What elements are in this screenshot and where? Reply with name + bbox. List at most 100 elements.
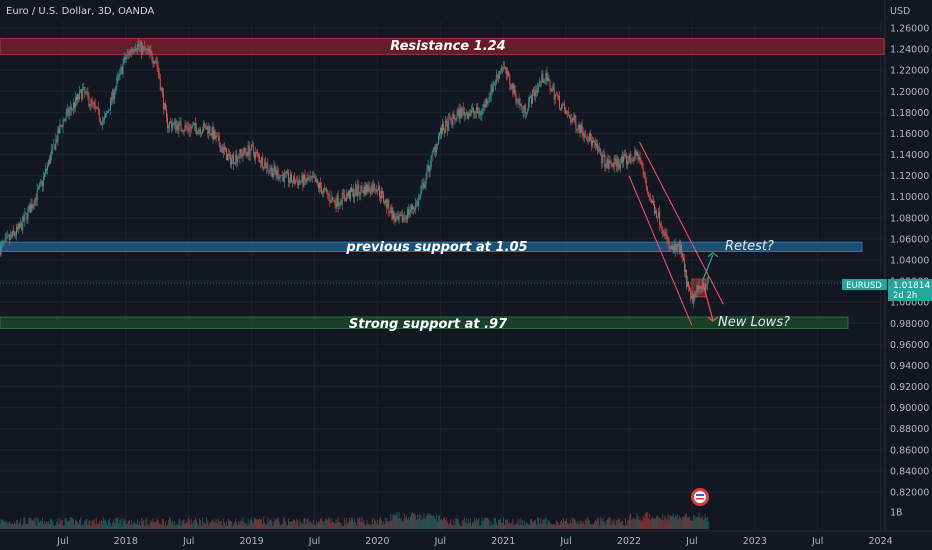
volume-bar [119,520,121,529]
zone-resistance[interactable] [0,38,885,55]
candle [496,75,498,77]
volume-bar [485,517,487,529]
zone-previous-support[interactable] [0,241,863,252]
volume-bar [126,523,128,529]
candle [454,118,456,120]
zone-strong-support[interactable] [0,316,849,329]
candle [110,97,112,111]
new-lows-arrow[interactable] [701,280,714,321]
volume-bar [16,520,17,529]
candle [327,191,329,196]
flag-icon[interactable] [691,488,709,506]
volume-bar [706,516,708,529]
candle [511,83,513,90]
candle [435,143,437,152]
volume-bar [129,524,131,529]
volume-bar [278,521,280,529]
volume-bar [693,515,695,529]
volume-bar [661,519,663,529]
volume-bar [191,523,193,529]
candle [642,168,644,173]
candle [117,76,119,79]
candle [343,194,345,200]
candle [381,190,382,199]
candle [374,190,376,191]
volume-bar [284,521,286,529]
candle [514,85,516,94]
volume-bar [633,517,635,529]
volume-bar [586,517,588,529]
volume-bar [35,525,37,529]
candle [368,185,370,192]
candle [394,217,396,222]
candle [66,108,68,113]
range-box[interactable] [691,278,707,298]
volume-bar [407,517,409,529]
volume-bar [588,520,590,529]
volume-bar [571,523,573,529]
candle [41,181,43,186]
volume-bar [166,525,167,529]
volume-bar [541,523,543,529]
volume-bar [251,521,253,529]
candle [61,125,63,127]
time-axis[interactable]: Jul 2018 Jul 2019 Jul 2020 Jul 2021 Jul 2022 Jul 20… [0,530,932,547]
volume-bar [543,519,545,529]
volume-bar [7,523,9,529]
volume-bar [189,524,191,529]
volume-bar [103,520,105,529]
volume-bar [653,518,654,529]
candle [509,75,511,85]
candle [205,125,207,130]
volume-bar [237,525,239,529]
candle [126,53,128,58]
volume-bar [311,523,313,529]
y-tick-label: 0.96000 [890,340,929,351]
y-tick-label: 1.06000 [890,234,929,245]
candle [602,155,604,164]
volume-bar [23,517,25,529]
volume-bar [418,518,420,529]
candle [88,96,90,107]
drawings[interactable] [628,141,724,326]
volume-bar [578,524,580,529]
volume-bar [493,518,495,529]
volume-bar [127,520,129,529]
volume-bar [695,518,697,529]
volume-bar [431,516,433,529]
volume-bar [668,519,670,529]
volume-bar [676,513,678,529]
candle [2,241,4,244]
candle [224,148,226,150]
volume-bar [389,521,391,529]
candle [279,175,281,179]
volume-bar [420,515,422,529]
volume-bar [509,521,511,529]
price-axis[interactable]: 1.26000 1.24000 1.22000 1.20000 1.18000 1.160… [884,0,929,531]
candle [7,235,9,237]
retest-arrow[interactable] [701,254,714,282]
volume-bar [506,520,508,529]
candle [512,83,514,94]
volume-bar [309,520,311,529]
candle [103,117,105,120]
volume-bar [300,522,302,529]
candle [120,67,122,70]
volume-bar [190,519,192,529]
volume-bar [167,525,168,529]
candle [62,120,64,127]
channel-upper-line[interactable] [639,141,724,305]
candle [395,218,397,222]
volume-bar [229,520,230,529]
volume-bar [4,521,6,529]
candle [631,160,633,162]
volume-bar [361,517,363,529]
candle [700,286,702,289]
candle [259,156,260,162]
candle [577,128,579,130]
candles[interactable] [0,38,884,309]
channel-lower-line[interactable] [628,175,693,326]
volume-bar [79,519,81,529]
candle [68,110,70,116]
price-badge[interactable]: EURUSD 1.01814 2d 2h [842,279,932,301]
